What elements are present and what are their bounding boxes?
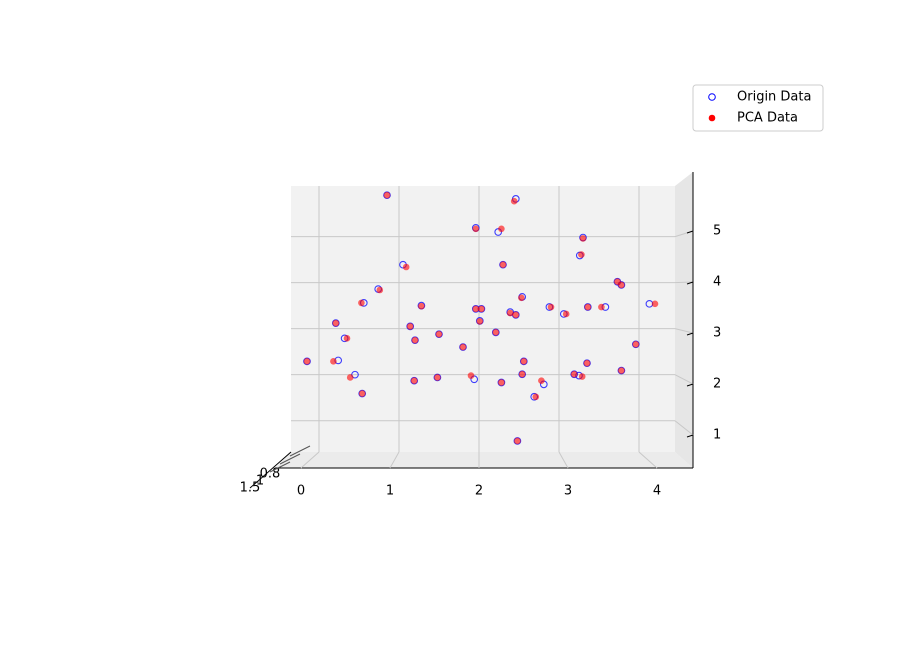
y-tick-label: 5 [713, 224, 721, 239]
point [411, 336, 419, 344]
point [578, 373, 586, 380]
point [583, 359, 591, 367]
point [467, 372, 475, 379]
point [498, 225, 505, 233]
y-tick-label: 2 [713, 377, 721, 392]
point [618, 367, 625, 374]
floor-grid-line [558, 451, 569, 469]
point [518, 370, 526, 378]
legend [692, 84, 824, 132]
point [584, 303, 592, 311]
floor-panel [275, 452, 693, 468]
depth-tick-label: 0.8 [260, 467, 281, 482]
point [518, 294, 525, 302]
floor-grid-line [638, 451, 658, 469]
depth-tick-mark [289, 445, 311, 457]
point [418, 302, 425, 310]
point [358, 299, 365, 307]
point [410, 377, 418, 384]
y-tick-mark [686, 434, 694, 438]
point [514, 437, 521, 445]
point [578, 251, 585, 258]
y-tick-label: 4 [713, 275, 721, 290]
point [492, 329, 500, 336]
y-tick-label: 1 [713, 428, 721, 443]
point [512, 311, 520, 319]
point [406, 323, 414, 330]
x-tick-label: 2 [475, 484, 483, 499]
y-tick-mark [686, 281, 694, 285]
point [346, 374, 354, 381]
point [498, 379, 505, 386]
legend-marker [708, 93, 716, 101]
point [472, 225, 480, 233]
point [532, 393, 540, 401]
depth-tick-mark [279, 453, 301, 465]
point [343, 335, 351, 342]
point [499, 261, 507, 268]
legend-label: Origin Data [737, 90, 811, 105]
depth-tick-label: 1.5 [240, 481, 261, 496]
point [520, 358, 528, 365]
point [435, 330, 443, 338]
legend-box [692, 84, 824, 132]
point [651, 300, 659, 308]
legend-marker [708, 114, 716, 122]
side-grid-line [674, 281, 694, 284]
y-tick-mark [686, 332, 694, 336]
x-tick-label: 4 [653, 484, 661, 499]
side-grid-line [674, 420, 694, 436]
point [506, 309, 514, 317]
point [632, 341, 640, 348]
point [547, 303, 555, 311]
floor-grid-line [389, 451, 400, 469]
point [618, 281, 625, 289]
point [330, 358, 337, 365]
x-tick-label: 1 [386, 484, 394, 499]
y-tick-mark [686, 383, 694, 387]
point [376, 286, 384, 294]
point [472, 305, 480, 313]
side-grid-line [674, 328, 694, 334]
point [579, 235, 587, 242]
side-panel [675, 172, 693, 468]
x-tick-label: 3 [564, 484, 572, 499]
point [459, 343, 467, 351]
depth-tick-mark [269, 461, 291, 473]
point [538, 377, 545, 384]
point [510, 197, 518, 205]
side-grid-line [674, 374, 694, 385]
point [434, 374, 441, 381]
point [598, 303, 605, 311]
depth-tick-label: 1 [256, 474, 264, 489]
point [570, 370, 578, 378]
point [478, 305, 485, 313]
point [358, 390, 366, 397]
point [562, 310, 570, 318]
point [383, 191, 391, 199]
point [476, 318, 484, 325]
point [332, 319, 340, 327]
floor-grid-line [300, 451, 320, 469]
y-tick-mark [686, 230, 694, 234]
point [303, 358, 311, 365]
x-tick-label: 0 [297, 484, 305, 499]
legend-label: PCA Data [737, 111, 798, 126]
depth-axis-line [249, 451, 292, 489]
point [402, 263, 410, 271]
y-tick-label: 3 [713, 326, 721, 341]
